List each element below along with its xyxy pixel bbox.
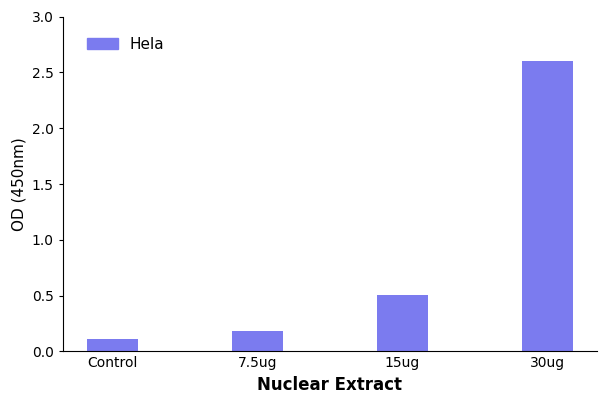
X-axis label: Nuclear Extract: Nuclear Extract — [257, 376, 402, 394]
Bar — [377, 294, 427, 352]
Legend: Hela: Hela — [81, 31, 171, 58]
Bar — [522, 61, 573, 352]
Bar — [232, 331, 283, 352]
Y-axis label: OD (450nm): OD (450nm) — [11, 137, 26, 231]
Bar — [87, 339, 138, 352]
